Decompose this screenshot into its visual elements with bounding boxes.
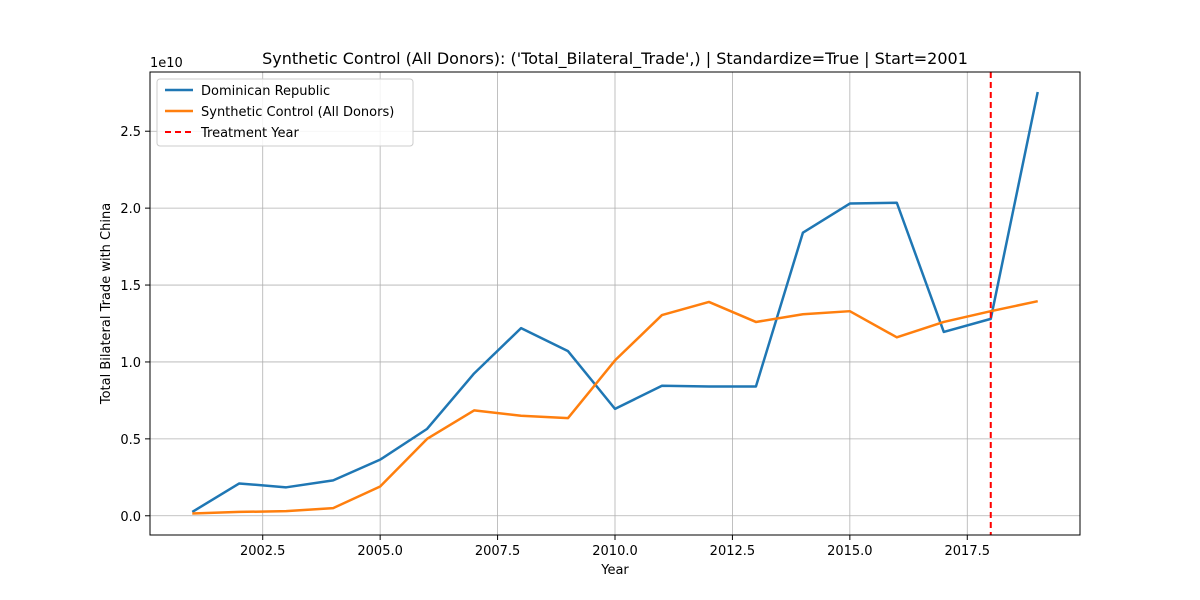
y-tick-label: 1.5 [120,279,141,294]
y-tick-label: 1.0 [120,356,141,371]
x-tick-label: 2002.5 [240,544,286,559]
x-axis-label: Year [600,563,629,578]
x-tick-label: 2010.0 [592,544,638,559]
x-tick-label: 2005.0 [357,544,403,559]
x-tick-label: 2017.5 [945,544,991,559]
chart-title: Synthetic Control (All Donors): ('Total_… [262,49,968,69]
y-tick-label: 2.5 [120,125,141,140]
x-tick-label: 2012.5 [710,544,756,559]
y-tick-label: 0.0 [120,510,141,525]
series-line-1 [192,299,1038,515]
legend: Dominican Republic Synthetic Control (Al… [156,78,414,147]
legend-box [156,78,414,147]
series-lines [191,72,1039,535]
legend-label-synthetic-control: Synthetic Control (All Donors) [201,105,394,120]
y-tick-label: 2.0 [120,202,141,217]
legend-label-dominican-republic: Dominican Republic [201,84,330,99]
y-tick-label: 0.5 [120,433,141,448]
legend-label-treatment-year: Treatment Year [200,126,299,141]
x-tick-label: 2015.0 [827,544,873,559]
x-tick-label: 2007.5 [475,544,521,559]
y-axis-label: Total Bilateral Trade with China [99,203,114,405]
axis-ticks: 2002.5 2005.0 2007.5 2010.0 2012.5 2015.0 2017… [120,125,990,559]
y-axis-offset-label: 1e10 [150,56,183,71]
series-line-0 [191,91,1039,513]
